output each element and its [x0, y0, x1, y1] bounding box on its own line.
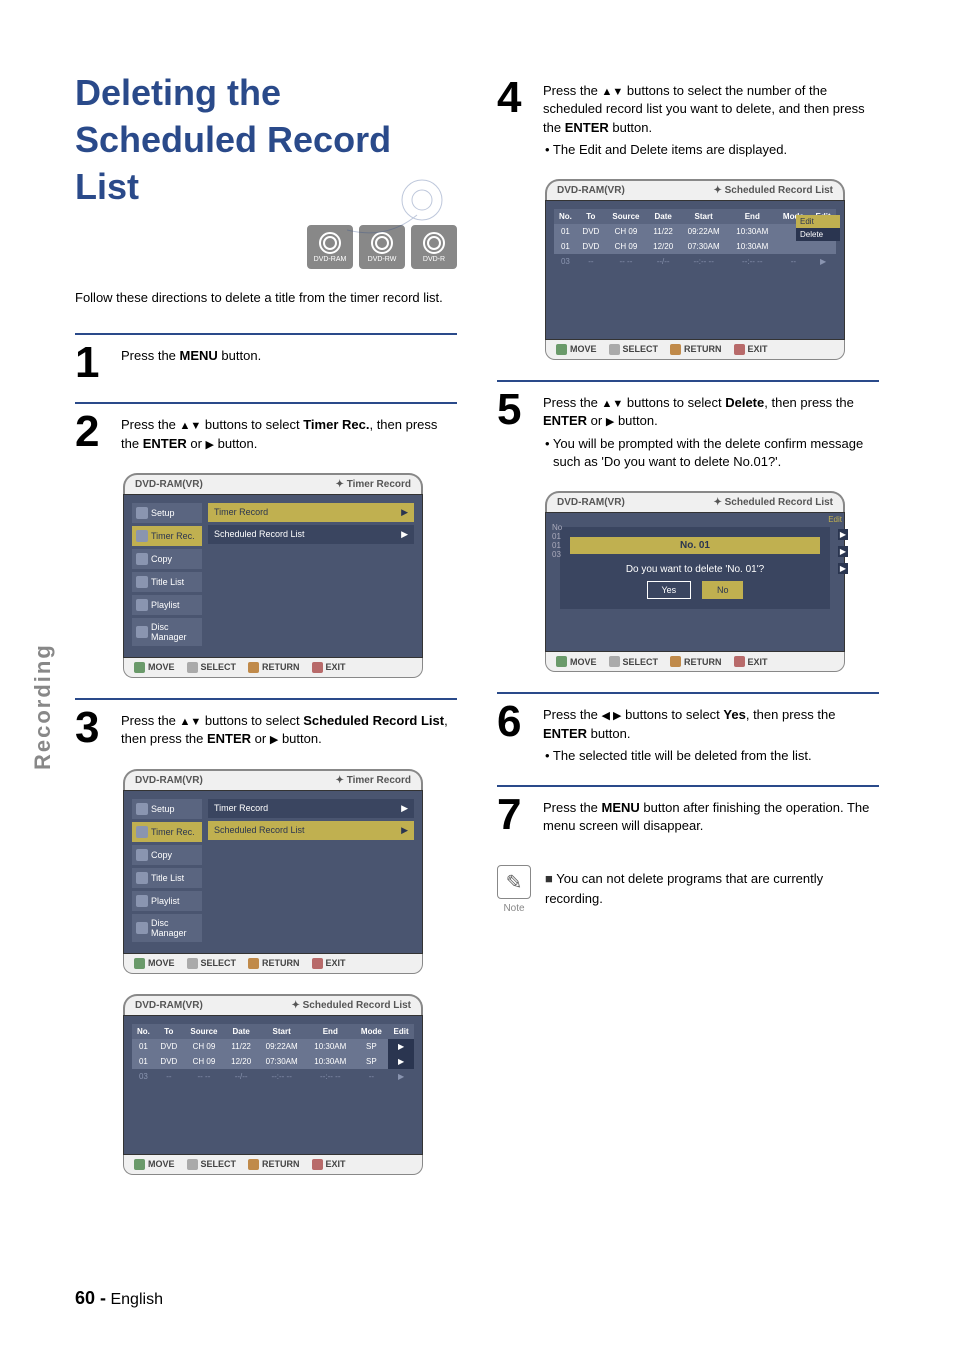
dialog-message: Do you want to delete 'No. 01'? [570, 564, 820, 575]
edit-delete-popup: Edit Delete [796, 215, 840, 241]
sidebar-title-list: Title List [132, 572, 202, 592]
osd-header: DVD-RAM(VR)✦ Timer Record [123, 473, 423, 494]
dialog-no: No [702, 581, 744, 599]
step-text: Press the ◀ ▶ buttons to select Yes, the… [543, 702, 879, 765]
section-label: Recording [30, 643, 56, 770]
table-row: 01DVDCH 0912/2007:30AM10:30AM [554, 239, 836, 254]
osd-submenu: Timer Record▶ Scheduled Record List▶ [208, 503, 414, 649]
osd-header: DVD-RAM(VR)✦ Scheduled Record List [123, 994, 423, 1015]
sidebar-timer-rec: Timer Rec. [132, 526, 202, 546]
scheduled-table: No.ToSourceDateStartEndModeEdit 01DVDCH … [132, 1024, 414, 1129]
title-line2: Scheduled Record List [75, 119, 391, 207]
popup-edit: Edit [796, 215, 840, 228]
step-6: 6 Press the ◀ ▶ buttons to select Yes, t… [497, 692, 879, 765]
osd-delete-confirm: DVD-RAM(VR)✦ Scheduled Record List No010… [545, 491, 845, 672]
osd-footer: MOVE SELECT RETURN EXIT [123, 954, 423, 974]
table-row [132, 1099, 414, 1114]
confirm-dialog: No. 01 Do you want to delete 'No. 01'? Y… [560, 527, 830, 609]
intro-text: Follow these directions to delete a titl… [75, 289, 457, 307]
step-3: 3 Press the ▲▼ buttons to select Schedul… [75, 698, 457, 749]
popup-delete: Delete [796, 228, 840, 241]
step-7: 7 Press the MENU button after finishing … [497, 785, 879, 835]
dialog-title: No. 01 [570, 537, 820, 554]
osd-footer: MOVE SELECT RETURN EXIT [123, 658, 423, 678]
step-text: Press the ▲▼ buttons to select Scheduled… [121, 708, 457, 749]
sidebar-copy: Copy [132, 845, 202, 865]
note-icon: ✎ [497, 865, 531, 899]
sidebar-disc-manager: Disc Manager [132, 914, 202, 942]
step-number: 5 [497, 390, 533, 471]
step-number: 1 [75, 343, 111, 383]
dialog-yes: Yes [647, 581, 692, 599]
sidebar-timer-rec: Timer Rec. [132, 822, 202, 842]
table-row [554, 284, 836, 299]
step-number: 2 [75, 412, 111, 453]
submenu-timer-record: Timer Record▶ [208, 503, 414, 522]
osd-scheduled-table: DVD-RAM(VR)✦ Scheduled Record List No.To… [123, 994, 423, 1175]
step-number: 4 [497, 78, 533, 159]
table-row [554, 299, 836, 314]
submenu-timer-record: Timer Record▶ [208, 799, 414, 818]
note-text: You can not delete programs that are cur… [545, 865, 879, 908]
side-arrows: ▶▶▶ [838, 529, 848, 580]
osd-menu-scheduled: DVD-RAM(VR)✦ Timer Record Setup Timer Re… [123, 769, 423, 974]
step-1: 1 Press the MENU button. [75, 333, 457, 383]
sidebar-copy: Copy [132, 549, 202, 569]
step-text: Press the MENU button. [121, 343, 261, 383]
submenu-scheduled-list: Scheduled Record List▶ [208, 525, 414, 544]
step-text: Press the MENU button after finishing th… [543, 795, 879, 835]
note-label: Note [497, 903, 531, 914]
step-number: 3 [75, 708, 111, 749]
table-row: 01DVDCH 0911/2209:22AM10:30AMSP▶ [132, 1039, 414, 1054]
table-row: 01DVDCH 0912/2007:30AM10:30AMSP▶ [132, 1054, 414, 1069]
osd-submenu: Timer Record▶ Scheduled Record List▶ [208, 799, 414, 945]
step-text: Press the ▲▼ buttons to select Delete, t… [543, 390, 879, 471]
sidebar-playlist: Playlist [132, 595, 202, 615]
decorative-swirl [347, 170, 457, 250]
osd-footer: MOVE SELECT RETURN EXIT [123, 1155, 423, 1175]
sidebar-setup: Setup [132, 503, 202, 523]
step-5: 5 Press the ▲▼ buttons to select Delete,… [497, 380, 879, 471]
step-text: Press the ▲▼ buttons to select Timer Rec… [121, 412, 457, 453]
osd-header: DVD-RAM(VR)✦ Scheduled Record List [545, 491, 845, 512]
sidebar-setup: Setup [132, 799, 202, 819]
step-4: 4 Press the ▲▼ buttons to select the num… [497, 70, 879, 159]
table-row: 03---- ----/----:-- ----:-- ----▶ [132, 1069, 414, 1084]
osd-scheduled-edit-popup: DVD-RAM(VR)✦ Scheduled Record List No.To… [545, 179, 845, 360]
sidebar-disc-manager: Disc Manager [132, 618, 202, 646]
table-row [132, 1114, 414, 1129]
table-row [554, 269, 836, 284]
page-title: Deleting the Scheduled Record List [75, 70, 457, 210]
title-line1: Deleting the [75, 72, 281, 113]
table-row: 01DVDCH 0911/2209:22AM10:30AM [554, 224, 836, 239]
osd-sidebar: Setup Timer Rec. Copy Title List Playlis… [132, 503, 202, 649]
osd-sidebar: Setup Timer Rec. Copy Title List Playlis… [132, 799, 202, 945]
sidebar-playlist: Playlist [132, 891, 202, 911]
osd-menu-timer-rec: DVD-RAM(VR)✦ Timer Record Setup Timer Re… [123, 473, 423, 678]
scheduled-table: No.ToSourceDateStartEndModeEdit 01DVDCH … [554, 209, 836, 314]
step-2: 2 Press the ▲▼ buttons to select Timer R… [75, 402, 457, 453]
step-number: 7 [497, 795, 533, 835]
osd-footer: MOVE SELECT RETURN EXIT [545, 340, 845, 360]
osd-header: DVD-RAM(VR)✦ Scheduled Record List [545, 179, 845, 200]
osd-header: DVD-RAM(VR)✦ Timer Record [123, 769, 423, 790]
sidebar-title-list: Title List [132, 868, 202, 888]
table-row: 03---- ----/----:-- ----:-- ----▶ [554, 254, 836, 269]
step-text: Press the ▲▼ buttons to select the numbe… [543, 78, 879, 159]
note-block: ✎ Note You can not delete programs that … [497, 865, 879, 914]
step-number: 6 [497, 702, 533, 765]
page-footer: 60 - English [75, 1288, 163, 1309]
osd-footer: MOVE SELECT RETURN EXIT [545, 652, 845, 672]
table-row [132, 1084, 414, 1099]
submenu-scheduled-list: Scheduled Record List▶ [208, 821, 414, 840]
